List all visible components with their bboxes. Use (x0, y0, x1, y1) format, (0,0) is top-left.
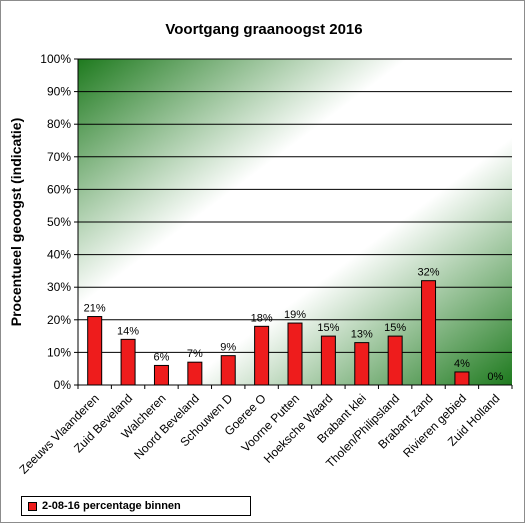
data-label: 9% (220, 342, 236, 354)
bar (254, 325, 270, 386)
y-axis-title: Procentueel geoogst (indicatie) (8, 118, 24, 326)
data-label: 13% (351, 329, 373, 341)
data-label: 6% (154, 351, 170, 363)
data-label: 4% (454, 358, 470, 370)
data-label: 32% (418, 267, 440, 279)
bar (220, 355, 236, 386)
bar (120, 338, 136, 386)
data-label: 7% (187, 348, 203, 360)
axes (77, 59, 512, 386)
bar (187, 361, 203, 386)
data-label: 21% (84, 303, 106, 315)
bar (454, 371, 470, 386)
bar (87, 316, 103, 386)
bar (287, 322, 303, 386)
data-label: 19% (284, 309, 306, 321)
data-label: 18% (251, 312, 273, 324)
grid-lines (78, 58, 512, 353)
y-tick-label: 10% (47, 345, 71, 359)
bar (387, 335, 403, 386)
data-label: 15% (317, 322, 339, 334)
legend-label: 2-08-16 percentage binnen (42, 500, 181, 512)
y-tick-label: 30% (47, 280, 71, 294)
legend-swatch (28, 501, 37, 511)
y-tick-label: 100% (40, 52, 71, 66)
y-tick-label: 70% (47, 150, 71, 164)
bar (421, 280, 437, 386)
data-label: 14% (117, 325, 139, 337)
bar (354, 342, 370, 386)
y-tick-label: 90% (47, 85, 71, 99)
y-tick-label: 20% (47, 313, 71, 327)
data-label: 15% (384, 322, 406, 334)
bar (153, 364, 169, 386)
data-label: 0% (487, 371, 503, 383)
y-tick-label: 40% (47, 248, 71, 262)
y-tick-label: 50% (47, 215, 71, 229)
data-labels: 21% 14% 6% 7% 9% 18% 19% 15% 13% 15% 32% 4% 0% (84, 267, 504, 383)
y-tick-label: 60% (47, 182, 71, 196)
y-axis-ticks: 0% 10% 20% 30% 40% 50% 60% 70% 80% 90% 100% (40, 52, 78, 392)
y-tick-label: 80% (47, 117, 71, 131)
legend: 2-08-16 percentage binnen (21, 496, 251, 516)
chart-title: Voortgang graanoogst 2016 (165, 21, 362, 38)
bar (320, 335, 336, 386)
y-tick-label: 0% (54, 378, 72, 392)
